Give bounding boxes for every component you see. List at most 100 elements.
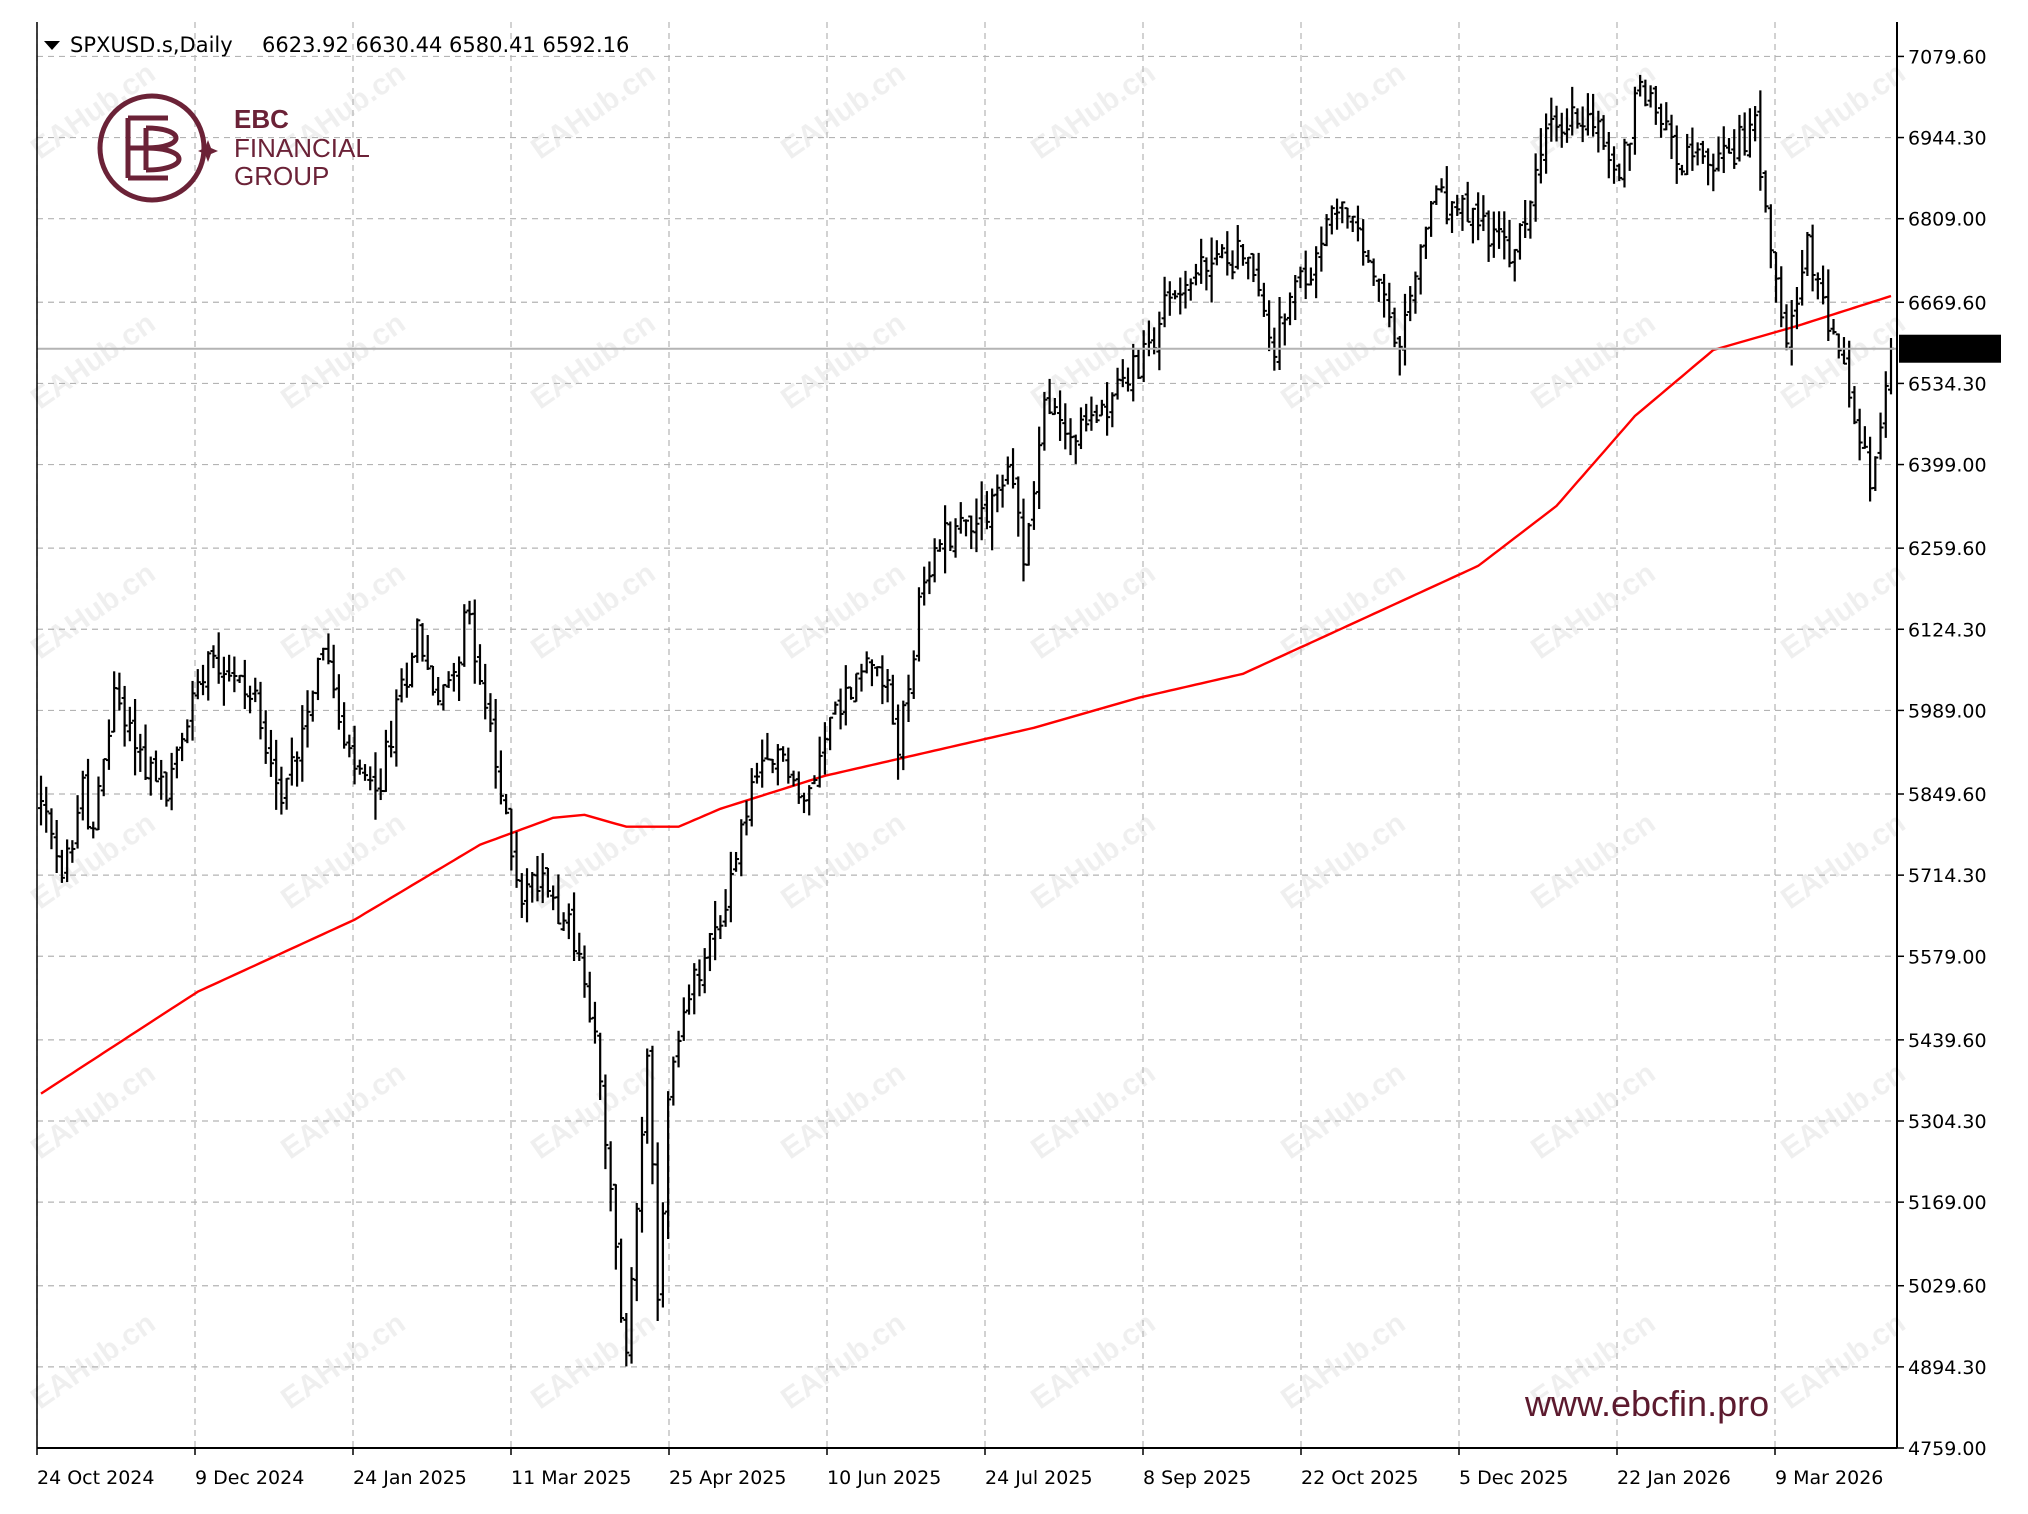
ohlc-bar (900, 700, 907, 771)
ohlc-bar (905, 674, 912, 723)
ohlc-bar (1511, 248, 1518, 282)
ohlc-bar (1381, 273, 1388, 318)
chart-header[interactable]: SPXUSD.s,Daily 6623.92 6630.44 6580.41 6… (44, 33, 629, 57)
ohlc-bar (1156, 311, 1163, 371)
ohlc-bar (968, 515, 975, 550)
chevron-down-icon[interactable] (44, 41, 60, 50)
ohlc-bar (90, 821, 97, 839)
ohlc-bar (356, 759, 363, 775)
ohlc-bar (832, 701, 839, 715)
ohlc-bar (1260, 282, 1267, 317)
current-price-line: 6592.16 (37, 334, 2001, 363)
ohlc-bar (837, 688, 844, 730)
ohlc-bar (675, 1030, 682, 1068)
watermark-text: EAHub.cn (1275, 1306, 1411, 1415)
ohlc-bar (1187, 278, 1194, 301)
ohlc-bar (398, 668, 405, 703)
ohlc-bar (1229, 250, 1236, 280)
ohlc-bar (544, 867, 551, 898)
ohlc-bar (848, 686, 855, 700)
ohlc-bar (1428, 201, 1435, 237)
watermark-text: EAHub.cn (775, 306, 911, 415)
ohlc-bar (1302, 250, 1309, 300)
ohlc-bar (1872, 456, 1879, 491)
ohlc-bar (759, 739, 766, 788)
ohlc-bar (1647, 85, 1654, 108)
ohlc-bar (1391, 307, 1398, 348)
ohlc-bar (1814, 272, 1821, 300)
ohlc-bar (1166, 281, 1173, 316)
price-tick-label: 4759.00 (1908, 1438, 1987, 1460)
ohlc-bar (874, 666, 881, 677)
ohlc-bar (1574, 108, 1581, 129)
ohlc-bar (1386, 282, 1393, 328)
price-tick-label: 5169.00 (1908, 1192, 1987, 1214)
watermark-text: EAHub.cn (275, 1306, 411, 1415)
ohlc-bar (1104, 382, 1111, 436)
ohlc-bar (1820, 265, 1827, 305)
watermark-text: EAHub.cn (25, 556, 161, 665)
ohlc-bar (1360, 219, 1367, 266)
ohlc-bar (1109, 392, 1116, 428)
ohlc-bar (215, 632, 222, 684)
ohlc-bar (910, 650, 917, 699)
watermark-text: EAHub.cn (25, 1306, 161, 1415)
ohlc-bar (921, 566, 928, 606)
ohlc-bar (1459, 195, 1466, 231)
ohlc-bar (1417, 244, 1424, 295)
ohlc-bar (79, 770, 86, 821)
ohlc-bar (508, 807, 515, 871)
time-axis: 24 Oct 2024 9 Dec 2024 24 Jan 2025 11 Mar 2… (36, 1448, 1883, 1489)
watermark-text: EAHub.cn (1775, 556, 1911, 665)
ohlc-bar (706, 932, 713, 972)
ohlc-bar (586, 971, 593, 1023)
ohlc-bar (252, 677, 259, 703)
ohlc-bar (1224, 231, 1231, 276)
watermark-text: EAHub.cn (1775, 806, 1911, 915)
watermark-text: EAHub.cn (275, 806, 411, 915)
price-tick-label: 5029.60 (1908, 1276, 1987, 1298)
ohlc-bar (628, 1267, 635, 1364)
ohlc-bar (1177, 277, 1184, 315)
ohlc-bar (1354, 205, 1361, 242)
ohlc-bar (780, 746, 787, 762)
ohlc-bar (210, 645, 217, 669)
ohlc-bar (1025, 522, 1032, 566)
ohlc-bar (330, 644, 337, 699)
ohlc-bar (1694, 142, 1701, 166)
ohlc-bar (278, 766, 285, 815)
ohlc-bar (1799, 249, 1806, 306)
ohlc-bar (827, 716, 834, 751)
brand-line-3: GROUP (234, 161, 329, 191)
ohlc-bar (362, 764, 369, 781)
ohlc-bar (85, 758, 92, 830)
ohlc-bar (419, 623, 426, 662)
ohlc-bar (1203, 257, 1210, 291)
ohlc-bar (1496, 211, 1503, 249)
ohlc-bar (273, 739, 280, 810)
ohlc-bar (989, 488, 996, 551)
ohlc-bar (1454, 194, 1461, 216)
time-tick-label: 24 Oct 2024 (37, 1467, 154, 1489)
ohlc-bar (947, 521, 954, 552)
ohlc-bar (1307, 267, 1314, 286)
ohlc-bar (1846, 340, 1853, 408)
ohlc-bar (1658, 103, 1665, 138)
ohlc-bar (314, 657, 321, 701)
ohlc-bar (1752, 106, 1759, 142)
ohlc-bar (1783, 304, 1790, 351)
ohlc-bar (748, 768, 755, 827)
price-tick-label: 5304.30 (1908, 1111, 1987, 1133)
watermark-text: EAHub.cn (275, 556, 411, 665)
watermark-text: EAHub.cn (1775, 56, 1911, 165)
ohlc-bar (377, 768, 384, 801)
ohlc-bar (1788, 300, 1795, 366)
time-tick-label: 9 Dec 2024 (195, 1467, 304, 1489)
ohlc-bar (560, 912, 567, 931)
watermark-text: EAHub.cn (1275, 306, 1411, 415)
ohlc-bar (1208, 237, 1215, 303)
logo-ring (97, 93, 207, 203)
ohlc-bar (1172, 290, 1179, 300)
ohlc-bar (1412, 271, 1419, 314)
ohlc-values: 6623.92 6630.44 6580.41 6592.16 (262, 33, 629, 57)
